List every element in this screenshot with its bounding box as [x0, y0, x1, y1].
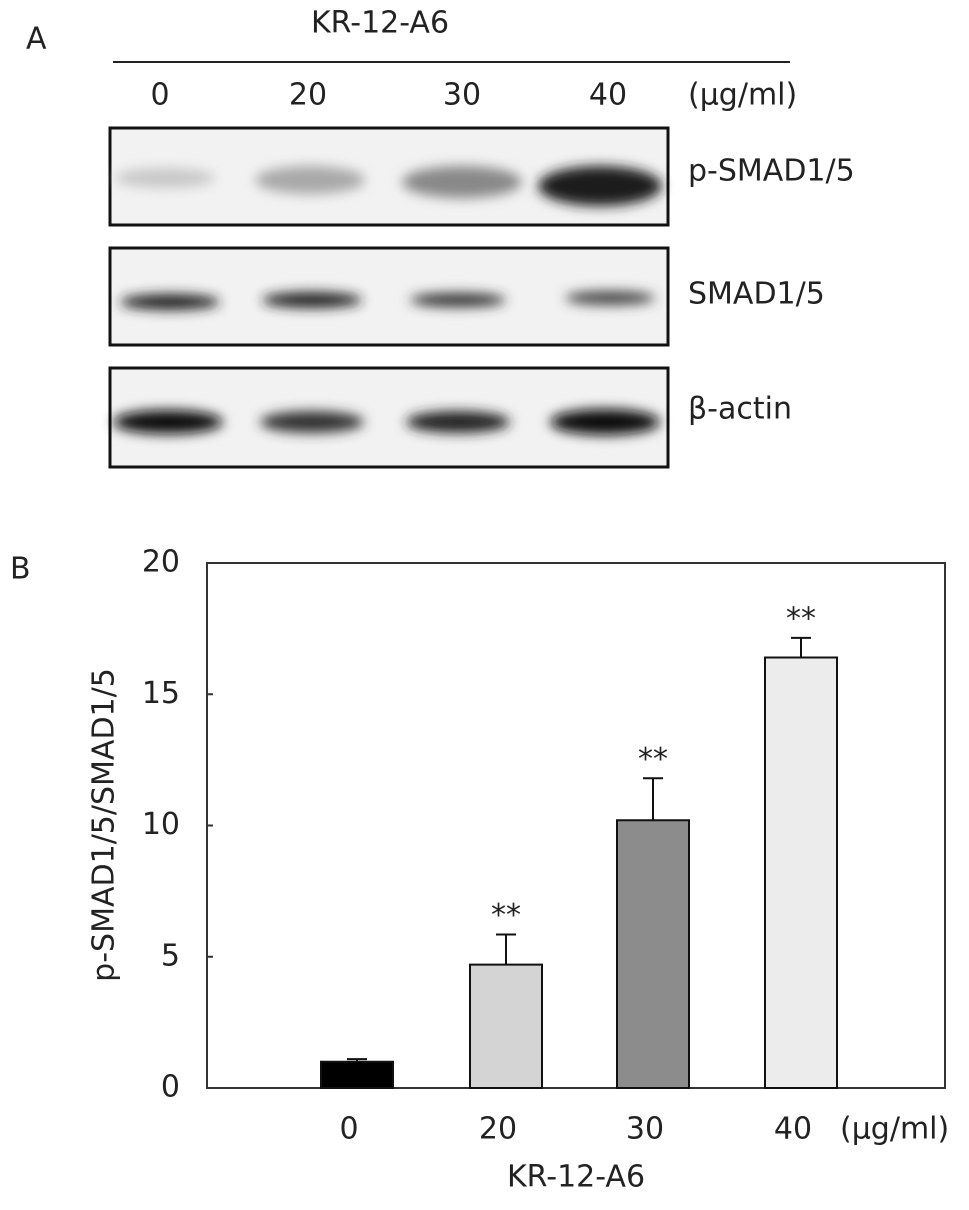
- significance-label: **: [491, 898, 521, 933]
- band-label: SMAD1/5: [688, 277, 825, 312]
- x-tick-label: 0: [339, 1112, 358, 1147]
- blot-1: [108, 126, 670, 227]
- bar: [469, 963, 543, 1089]
- y-tick-label: 0: [161, 1070, 180, 1105]
- y-tick-label: 20: [142, 545, 180, 580]
- y-tick-label: 15: [142, 676, 180, 711]
- treatment-label: KR-12-A6: [311, 6, 449, 41]
- bar-chart: B p-SMAD1/5/SMAD1/5 KR-12-A6 (μg/ml) 0 5 1…: [10, 545, 949, 1195]
- panel-label: B: [10, 552, 31, 587]
- panel-label: A: [26, 22, 47, 57]
- y-tick-label: 5: [161, 938, 180, 973]
- band-label: β-actin: [688, 392, 792, 427]
- x-tick-label: 20: [479, 1112, 517, 1147]
- significance-label: **: [786, 601, 816, 636]
- bar: [320, 1060, 394, 1089]
- lane-label: 20: [289, 78, 327, 113]
- lane-label: 0: [150, 78, 169, 113]
- bar: [764, 656, 838, 1089]
- x-axis-label: KR-12-A6: [507, 1160, 645, 1195]
- blot-3: [108, 366, 670, 469]
- lane-label: 30: [443, 78, 481, 113]
- y-axis-label: p-SMAD1/5/SMAD1/5: [87, 668, 122, 982]
- x-tick-label: 30: [626, 1112, 664, 1147]
- unit-label: (μg/ml): [688, 78, 797, 113]
- x-unit-label: (μg/ml): [840, 1112, 949, 1147]
- bar: [616, 819, 690, 1089]
- lane-label: 40: [589, 78, 627, 113]
- band-label: p-SMAD1/5: [688, 154, 855, 189]
- x-tick-label: 40: [774, 1112, 812, 1147]
- blot-2: [108, 246, 670, 347]
- y-tick-label: 10: [142, 807, 180, 842]
- significance-label: **: [638, 742, 668, 777]
